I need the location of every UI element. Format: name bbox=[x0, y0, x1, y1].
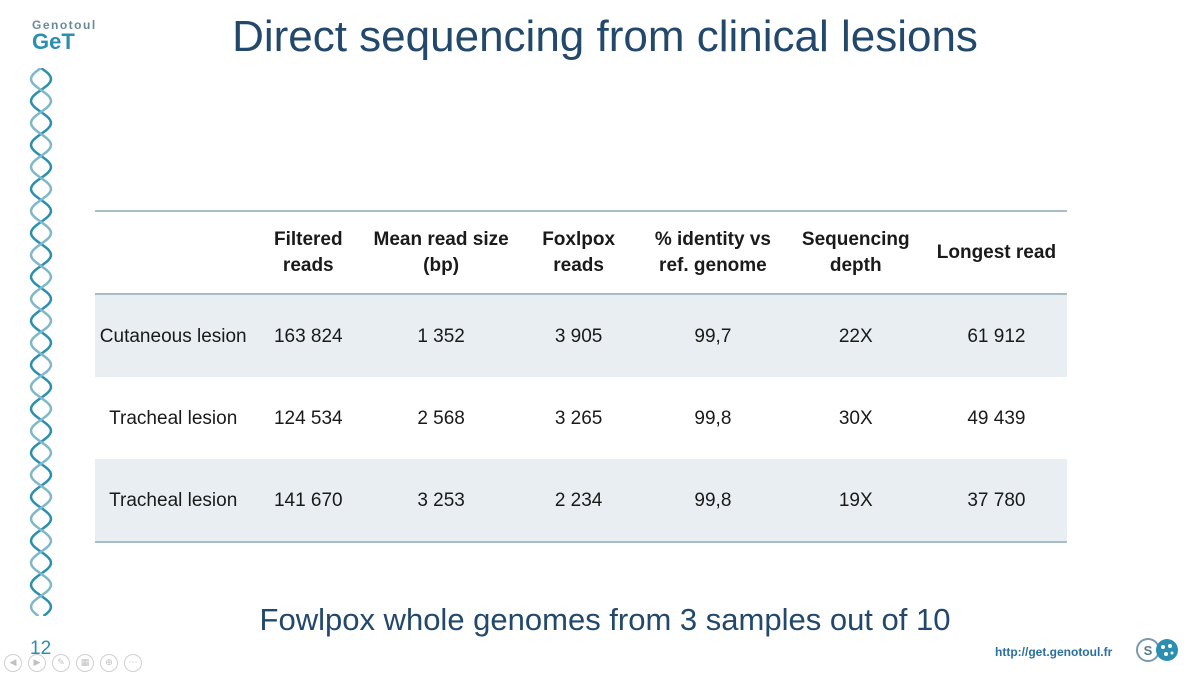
table-cell: 19X bbox=[785, 459, 926, 542]
header-cell bbox=[95, 211, 252, 295]
zoom-icon[interactable]: ⊕ bbox=[100, 654, 118, 672]
genotoul-brand-icon: S bbox=[1136, 638, 1178, 662]
sequencing-table: Filtered reads Mean read size (bp) Foxlp… bbox=[95, 210, 1067, 543]
table-cell: 49 439 bbox=[967, 407, 1026, 429]
header-cell: Foxlpox reads bbox=[517, 211, 641, 295]
footer-url: http://get.genotoul.fr bbox=[995, 645, 1113, 659]
row-label: Cutaneous lesion bbox=[95, 294, 252, 377]
row-label: Tracheal lesion bbox=[95, 459, 252, 542]
dna-helix-decoration bbox=[29, 68, 53, 616]
table-cell: 2 234 bbox=[517, 459, 641, 542]
table-cell: 2 568 bbox=[417, 407, 465, 429]
slides-icon[interactable]: ▦ bbox=[76, 654, 94, 672]
genotoul-logo: Genotoul GeT bbox=[32, 18, 97, 54]
table-cell: 99,7 bbox=[640, 294, 786, 377]
header-cell: Longest read bbox=[925, 211, 1067, 295]
table-cell: 163 824 bbox=[251, 294, 366, 377]
table-cell: 141 670 bbox=[251, 459, 366, 542]
table-cell: 99,8 bbox=[694, 407, 732, 429]
table-cell: 3 905 bbox=[517, 294, 641, 377]
table-header-row: Filtered reads Mean read size (bp) Foxlp… bbox=[95, 211, 1067, 295]
previous-icon[interactable]: ◀ bbox=[4, 654, 22, 672]
header-cell: Sequencing depth bbox=[785, 211, 926, 295]
table-cell: 37 780 bbox=[925, 459, 1067, 542]
slide-number: 12 bbox=[30, 638, 52, 659]
table-cell: 3 265 bbox=[554, 407, 603, 429]
table-cell: 99,8 bbox=[640, 459, 786, 542]
more-icon[interactable]: ⋯ bbox=[124, 654, 142, 672]
svg-text:S: S bbox=[1144, 643, 1153, 658]
next-icon[interactable]: ▶ bbox=[28, 654, 46, 672]
header-cell: % identity vs ref. genome bbox=[640, 211, 786, 295]
pen-icon[interactable]: ✎ bbox=[52, 654, 70, 672]
slide-title: Direct sequencing from clinical lesions bbox=[232, 12, 978, 61]
slide-caption: Fowlpox whole genomes from 3 samples out… bbox=[259, 602, 951, 637]
presentation-controls: ◀ ▶ ✎ ▦ ⊕ ⋯ bbox=[4, 654, 142, 672]
header-cell: Mean read size (bp) bbox=[365, 211, 518, 295]
table-cell: 30X bbox=[838, 407, 873, 429]
table-row: Tracheal lesion 124 534 2 568 3 265 99,8… bbox=[95, 377, 1067, 459]
table-cell: 124 534 bbox=[273, 407, 343, 429]
row-label: Tracheal lesion bbox=[109, 407, 238, 429]
table-cell: 61 912 bbox=[925, 294, 1067, 377]
logo-line-1: Genotoul bbox=[32, 18, 97, 32]
table-row: Cutaneous lesion 163 824 1 352 3 905 99,… bbox=[95, 294, 1067, 377]
table-cell: 22X bbox=[785, 294, 926, 377]
table-cell: 1 352 bbox=[365, 294, 518, 377]
table-row: Tracheal lesion 141 670 3 253 2 234 99,8… bbox=[95, 459, 1067, 542]
table-cell: 3 253 bbox=[365, 459, 518, 542]
logo-line-2: GeT bbox=[32, 29, 75, 54]
header-cell: Filtered reads bbox=[251, 211, 366, 295]
